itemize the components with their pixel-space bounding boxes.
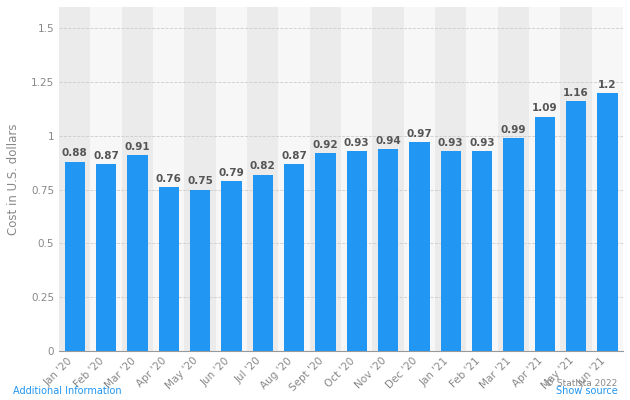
Bar <box>253 174 273 351</box>
Bar <box>503 138 524 351</box>
Bar <box>127 155 147 351</box>
Text: 0.76: 0.76 <box>156 174 181 184</box>
Text: 1.09: 1.09 <box>532 103 558 113</box>
Text: © Statista 2022: © Statista 2022 <box>545 379 617 388</box>
Text: 0.82: 0.82 <box>250 161 276 171</box>
Bar <box>440 151 461 351</box>
Text: 0.99: 0.99 <box>501 125 526 135</box>
Text: 0.87: 0.87 <box>281 150 307 160</box>
Bar <box>284 164 304 351</box>
Bar <box>498 7 529 351</box>
Bar <box>65 162 85 351</box>
Bar <box>535 116 555 351</box>
Bar <box>247 7 278 351</box>
Text: 0.94: 0.94 <box>375 136 401 146</box>
Bar <box>561 7 592 351</box>
Bar <box>410 142 430 351</box>
Bar <box>404 7 435 351</box>
Bar <box>472 151 492 351</box>
Text: 1.16: 1.16 <box>563 88 589 98</box>
Bar <box>221 181 242 351</box>
Bar <box>278 7 310 351</box>
Bar <box>190 190 210 351</box>
Bar <box>346 151 367 351</box>
Text: 0.97: 0.97 <box>406 129 432 139</box>
Bar <box>597 93 617 351</box>
Bar <box>59 7 91 351</box>
Text: 0.91: 0.91 <box>125 142 151 152</box>
Bar <box>122 7 153 351</box>
Bar <box>372 7 404 351</box>
Bar <box>435 7 466 351</box>
Text: 0.93: 0.93 <box>344 138 370 148</box>
Bar <box>153 7 185 351</box>
Text: 0.93: 0.93 <box>469 138 495 148</box>
Y-axis label: Cost in U.S. dollars: Cost in U.S. dollars <box>7 123 20 234</box>
Bar <box>315 153 336 351</box>
Text: 0.93: 0.93 <box>438 138 464 148</box>
Bar <box>216 7 247 351</box>
Bar <box>96 164 117 351</box>
Text: 0.87: 0.87 <box>93 150 119 160</box>
Text: 0.92: 0.92 <box>312 140 338 150</box>
Text: Additional Information: Additional Information <box>13 386 121 396</box>
Bar <box>466 7 498 351</box>
Bar <box>185 7 216 351</box>
Text: 0.75: 0.75 <box>187 176 213 186</box>
Text: 1.2: 1.2 <box>598 80 617 90</box>
Text: 0.88: 0.88 <box>62 148 88 158</box>
Text: Show source: Show source <box>556 386 617 396</box>
Bar <box>310 7 341 351</box>
Text: 0.79: 0.79 <box>219 168 244 178</box>
Bar <box>159 188 179 351</box>
Bar <box>529 7 561 351</box>
Bar <box>592 7 623 351</box>
Bar <box>91 7 122 351</box>
Bar <box>341 7 372 351</box>
Bar <box>566 102 587 351</box>
Bar <box>378 149 398 351</box>
